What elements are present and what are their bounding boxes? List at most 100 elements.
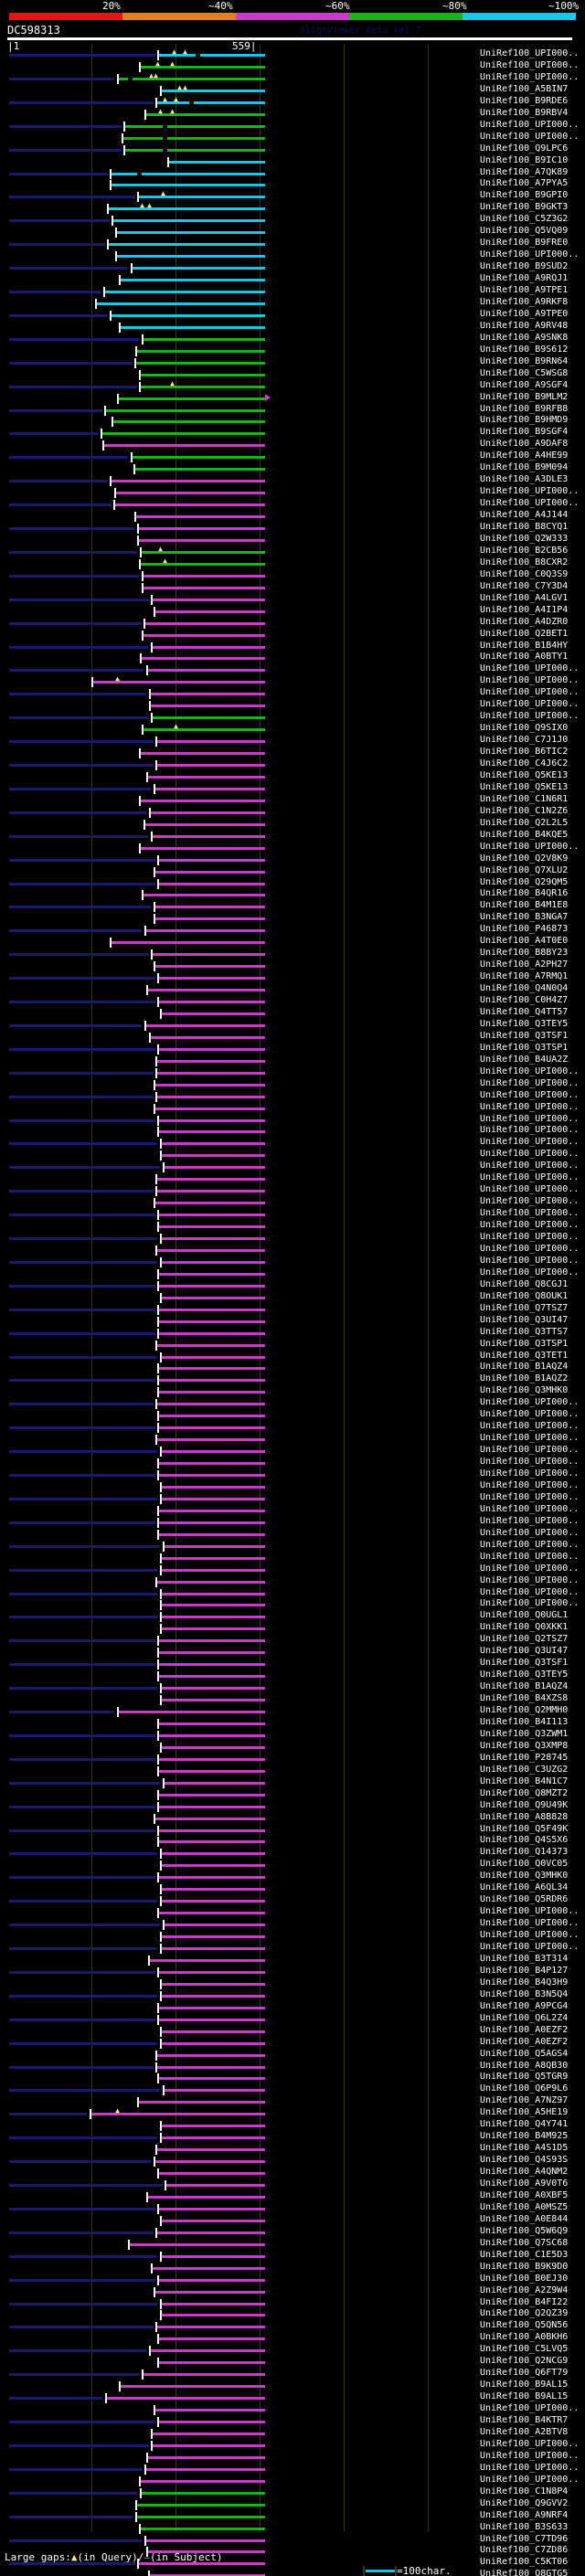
hit-label[interactable]: UniRef100_Q5F49K xyxy=(480,1823,569,1834)
alignment-bar[interactable] xyxy=(162,2125,265,2128)
hit-label[interactable]: UniRef100_A8QB30 xyxy=(480,2060,569,2071)
hit-label[interactable]: UniRef100_UPI000.. xyxy=(480,1397,580,1408)
alignment-bar[interactable] xyxy=(162,1260,265,1264)
alignment-bar[interactable] xyxy=(97,302,265,305)
hit-label[interactable]: UniRef100_Q2MMH0 xyxy=(480,1705,569,1715)
table-row[interactable] xyxy=(0,2263,585,2274)
alignment-bar[interactable] xyxy=(162,1852,265,1856)
hit-label[interactable]: UniRef100_A9NRF4 xyxy=(480,2509,569,2520)
alignment-bar[interactable] xyxy=(162,1627,265,1631)
table-row[interactable] xyxy=(0,1126,585,1138)
hit-label[interactable]: UniRef100_Q2L2L5 xyxy=(480,817,569,828)
alignment-bar[interactable] xyxy=(165,1166,265,1170)
alignment-bar[interactable] xyxy=(142,550,265,554)
alignment-bar[interactable] xyxy=(93,681,265,684)
alignment-bar[interactable] xyxy=(106,408,265,412)
alignment-bar[interactable] xyxy=(137,349,265,353)
alignment-bar[interactable] xyxy=(145,822,265,826)
alignment-bar[interactable] xyxy=(157,1403,265,1406)
hit-label[interactable]: UniRef100_A9RV48 xyxy=(480,320,569,331)
hit-label[interactable]: UniRef100_A4I1P4 xyxy=(480,604,569,615)
alignment-bar[interactable] xyxy=(141,846,265,850)
hit-label[interactable]: UniRef100_B4UA2Z xyxy=(480,1054,569,1065)
table-row[interactable] xyxy=(0,168,585,180)
table-row[interactable] xyxy=(0,1044,585,1055)
hit-label[interactable]: UniRef100_Q2NCG9 xyxy=(480,2356,569,2367)
alignment-bar[interactable] xyxy=(157,1580,265,1584)
alignment-bar[interactable] xyxy=(112,172,265,175)
alignment-bar[interactable] xyxy=(159,1284,265,1288)
alignment-bar[interactable] xyxy=(136,515,265,519)
table-row[interactable]: ▲ xyxy=(0,545,585,558)
hit-label[interactable]: UniRef100_B1AQZ2 xyxy=(480,1373,569,1384)
alignment-bar[interactable] xyxy=(137,2515,265,2518)
alignment-bar[interactable] xyxy=(141,2527,265,2530)
alignment-bar[interactable] xyxy=(159,1225,265,1229)
hit-label[interactable]: UniRef100_A2PH27 xyxy=(480,959,569,970)
alignment-bar[interactable] xyxy=(157,1178,265,1182)
alignment-bar[interactable] xyxy=(159,1733,265,1737)
alignment-bar[interactable] xyxy=(141,385,265,388)
hit-label[interactable]: UniRef100_UPI000.. xyxy=(480,1184,580,1195)
alignment-bar[interactable] xyxy=(150,2574,265,2576)
hit-label[interactable]: UniRef100_Q9U49K xyxy=(480,1799,569,1810)
hit-label[interactable]: UniRef100_UPI000.. xyxy=(480,1101,580,1112)
hit-label[interactable]: UniRef100_UPI000.. xyxy=(480,1149,580,1160)
alignment-bar[interactable] xyxy=(159,2337,265,2341)
alignment-bar[interactable] xyxy=(137,2503,265,2507)
hit-label[interactable]: UniRef100_UPI000.. xyxy=(480,1232,580,1242)
alignment-bar[interactable] xyxy=(159,1509,265,1512)
table-row[interactable] xyxy=(0,1553,585,1564)
hit-label[interactable]: UniRef100_Q5KE13 xyxy=(480,781,569,792)
alignment-bar[interactable] xyxy=(155,2290,265,2294)
alignment-bar[interactable] xyxy=(141,562,265,566)
hit-label[interactable]: UniRef100_C5KT06 xyxy=(480,2557,569,2568)
alignment-bar[interactable] xyxy=(153,953,265,957)
hit-label[interactable]: UniRef100_A7PYA5 xyxy=(480,178,569,189)
table-row[interactable] xyxy=(0,440,585,451)
alignment-bar[interactable] xyxy=(162,1888,265,1892)
table-row[interactable] xyxy=(0,925,585,937)
hit-label[interactable]: UniRef100_B9RN64 xyxy=(480,355,569,366)
hit-label[interactable]: UniRef100_UPI000.. xyxy=(480,498,580,509)
alignment-bar[interactable] xyxy=(157,1095,265,1098)
table-row[interactable] xyxy=(0,1055,585,1067)
table-row[interactable]: ▲ ▲ xyxy=(0,202,585,215)
alignment-bar[interactable] xyxy=(159,1829,265,1832)
table-row[interactable] xyxy=(0,1576,585,1588)
hit-label[interactable]: UniRef100_Q2TSZ7 xyxy=(480,1634,569,1645)
hit-label[interactable]: UniRef100_UPI000.. xyxy=(480,486,580,497)
hit-label[interactable]: UniRef100_Q3MHK0 xyxy=(480,1871,569,1882)
alignment-bar[interactable] xyxy=(155,610,265,613)
alignment-bar[interactable] xyxy=(162,1355,265,1359)
hit-label[interactable]: UniRef100_A4T0E0 xyxy=(480,936,569,947)
hit-label[interactable]: UniRef100_Q4Y741 xyxy=(480,2119,569,2130)
alignment-bar[interactable] xyxy=(151,705,265,708)
table-row[interactable] xyxy=(0,960,585,972)
hit-label[interactable]: UniRef100_Q6L2Z4 xyxy=(480,2012,569,2023)
table-row[interactable] xyxy=(0,688,585,700)
alignment-bar[interactable] xyxy=(139,2562,265,2566)
hit-label[interactable]: UniRef100_UPI000.. xyxy=(480,663,580,674)
hit-label[interactable]: UniRef100_Q3UI47 xyxy=(480,1314,569,1325)
hit-label[interactable]: UniRef100_Q14373 xyxy=(480,1847,569,1858)
hit-label[interactable]: UniRef100_B4M925 xyxy=(480,2131,569,2142)
table-row[interactable] xyxy=(0,2227,585,2239)
alignment-bar[interactable] xyxy=(159,1675,265,1679)
alignment-bar[interactable] xyxy=(146,1023,265,1027)
alignment-bar[interactable] xyxy=(148,2195,265,2199)
alignment-bar[interactable] xyxy=(159,1663,265,1667)
hit-label[interactable]: UniRef100_Q4TT57 xyxy=(480,1006,569,1017)
table-row[interactable] xyxy=(0,1777,585,1789)
table-row[interactable] xyxy=(0,2298,585,2310)
alignment-bar[interactable] xyxy=(109,243,265,247)
table-row[interactable] xyxy=(0,1682,585,1694)
alignment-bar[interactable] xyxy=(159,1805,265,1808)
alignment-bar[interactable] xyxy=(144,574,265,578)
alignment-bar[interactable] xyxy=(159,1651,265,1655)
alignment-bar[interactable] xyxy=(162,1687,265,1691)
alignment-bar[interactable] xyxy=(159,2421,265,2423)
hit-label[interactable]: UniRef100_B3N5Q4 xyxy=(480,1988,569,1999)
hit-label[interactable]: UniRef100_B1AQZ4 xyxy=(480,1362,569,1373)
alignment-bar[interactable] xyxy=(162,1497,265,1500)
